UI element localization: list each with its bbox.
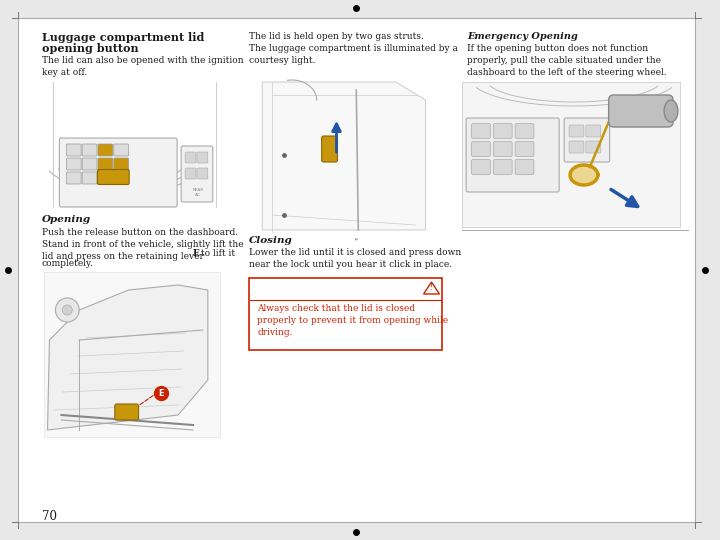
FancyBboxPatch shape [98,144,113,156]
FancyBboxPatch shape [59,138,177,207]
Text: Push the release button on the dashboard.
Stand in front of the vehicle, slightl: Push the release button on the dashboard… [42,228,243,261]
Text: E: E [193,249,200,258]
FancyBboxPatch shape [515,159,534,174]
FancyBboxPatch shape [98,158,113,170]
FancyBboxPatch shape [493,141,512,157]
FancyBboxPatch shape [515,141,534,157]
FancyBboxPatch shape [181,146,213,202]
FancyBboxPatch shape [185,168,196,179]
FancyBboxPatch shape [586,141,600,153]
Text: If the opening button does not function
properly, pull the cable situated under : If the opening button does not function … [467,44,667,77]
Text: opening button: opening button [42,43,138,54]
FancyBboxPatch shape [66,158,81,170]
Text: The lid is held open by two gas struts.
The luggage compartment is illuminated b: The lid is held open by two gas struts. … [249,32,458,65]
FancyBboxPatch shape [185,152,196,163]
FancyBboxPatch shape [462,82,680,227]
FancyBboxPatch shape [197,168,208,179]
FancyBboxPatch shape [493,124,512,138]
Circle shape [63,305,72,315]
FancyBboxPatch shape [608,95,673,127]
Text: REAR: REAR [192,188,204,192]
FancyBboxPatch shape [586,125,600,137]
FancyBboxPatch shape [82,172,97,184]
FancyBboxPatch shape [114,404,138,420]
Text: to lift it: to lift it [198,249,235,258]
FancyBboxPatch shape [114,144,129,156]
Text: E: E [158,388,164,397]
FancyBboxPatch shape [97,170,129,185]
FancyBboxPatch shape [564,118,610,162]
FancyBboxPatch shape [98,172,113,184]
FancyBboxPatch shape [472,141,490,157]
FancyBboxPatch shape [82,158,97,170]
FancyBboxPatch shape [82,144,97,156]
Circle shape [55,298,79,322]
FancyBboxPatch shape [493,159,512,174]
FancyBboxPatch shape [197,152,208,163]
FancyBboxPatch shape [569,141,584,153]
Text: Warning: Warning [257,283,310,294]
FancyBboxPatch shape [249,278,442,350]
Text: 70: 70 [42,510,57,523]
FancyBboxPatch shape [66,144,81,156]
FancyBboxPatch shape [472,159,490,174]
FancyBboxPatch shape [569,125,584,137]
Text: The lid can also be opened with the ignition
key at off.: The lid can also be opened with the igni… [42,56,243,77]
Ellipse shape [664,100,678,122]
Polygon shape [423,282,439,294]
FancyBboxPatch shape [43,272,220,437]
Text: !: ! [430,284,433,293]
Text: Closing: Closing [249,236,293,245]
Polygon shape [48,285,208,430]
FancyBboxPatch shape [515,124,534,138]
FancyBboxPatch shape [114,172,129,184]
Polygon shape [570,165,598,185]
FancyBboxPatch shape [322,136,338,162]
Text: Luggage compartment lid: Luggage compartment lid [42,32,204,43]
Polygon shape [262,82,426,230]
FancyBboxPatch shape [66,172,81,184]
Text: Opening: Opening [42,215,91,224]
Text: Emergency Opening: Emergency Opening [467,32,578,41]
Text: completely.: completely. [42,259,94,268]
FancyBboxPatch shape [18,18,695,522]
Text: AC: AC [195,193,201,197]
FancyBboxPatch shape [114,158,129,170]
Text: Always check that the lid is closed
properly to prevent it from opening while
dr: Always check that the lid is closed prop… [257,304,449,336]
Text: Lower the lid until it is closed and press down
near the lock until you hear it : Lower the lid until it is closed and pre… [249,248,462,269]
FancyBboxPatch shape [466,118,559,192]
FancyBboxPatch shape [472,124,490,138]
